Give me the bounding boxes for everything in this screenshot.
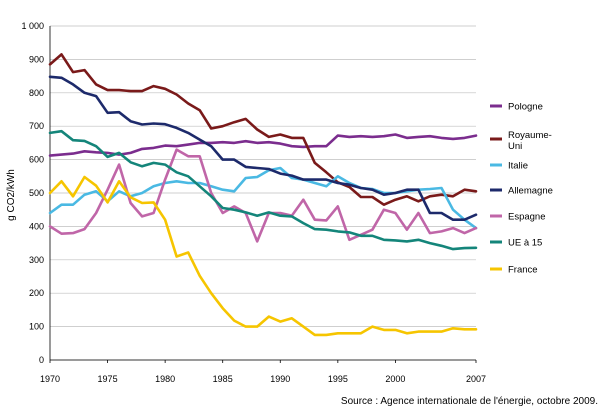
series-line	[48, 133, 478, 157]
legend-label: France	[508, 265, 538, 276]
x-tick-label: 1975	[98, 374, 118, 384]
x-tick-label: 1990	[270, 374, 290, 384]
y-tick-label: 300	[29, 255, 44, 265]
x-tick-label: 2000	[385, 374, 405, 384]
y-tick-label: 0	[39, 355, 44, 365]
legend-label: Italie	[508, 161, 528, 172]
x-tick-label: 1970	[40, 374, 60, 384]
legend-label: Royaume-Uni	[508, 130, 552, 152]
y-tick-label: 800	[29, 88, 44, 98]
legend-label: Espagne	[508, 212, 546, 223]
legend: Pologne Royaume-Uni Italie Allemagne Espagne…	[490, 102, 553, 276]
series-line	[48, 53, 478, 206]
y-tick-label: 600	[29, 155, 44, 165]
x-tick-label: 2007	[466, 374, 486, 384]
y-tick-label: 900	[29, 54, 44, 64]
series-line	[48, 148, 478, 243]
legend-label: Allemagne	[508, 186, 553, 197]
source-note: Source : Agence internationale de l'éner…	[341, 396, 598, 407]
series-lines	[48, 53, 478, 337]
legend-label: UE à 15	[508, 238, 542, 249]
y-tick-label: 1 000	[21, 21, 44, 31]
y-axis-title: g CO2/kWh	[6, 169, 17, 221]
x-tick-label: 1980	[155, 374, 175, 384]
x-tick-label: 1995	[328, 374, 348, 384]
y-tick-label: 500	[29, 188, 44, 198]
series-line	[48, 129, 478, 251]
y-tick-label: 700	[29, 121, 44, 131]
y-tick-label: 200	[29, 288, 44, 298]
tick-labels: 0 100 200 300 400 500 600 700 800 900 1 000 1970 197…	[21, 21, 486, 384]
series-line	[48, 175, 478, 337]
legend-label: Pologne	[508, 102, 543, 113]
y-tick-label: 100	[29, 322, 44, 332]
y-tick-label: 400	[29, 221, 44, 231]
x-tick-label: 1985	[213, 374, 233, 384]
series-line	[48, 75, 478, 221]
